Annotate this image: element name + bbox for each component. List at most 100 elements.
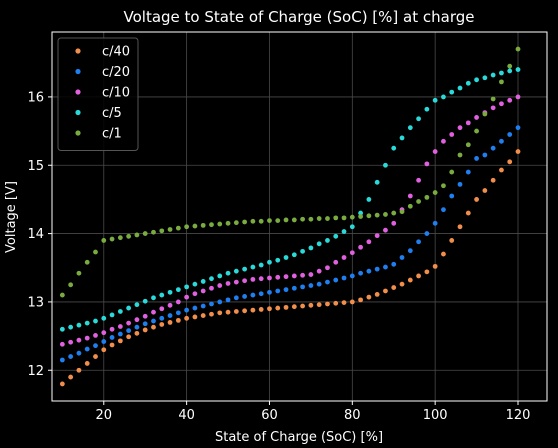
- data-point: [59, 292, 65, 298]
- data-point: [490, 96, 496, 102]
- data-point: [325, 265, 330, 271]
- data-point: [258, 291, 264, 297]
- data-point: [432, 220, 438, 226]
- y-tick-label: 14: [27, 227, 44, 242]
- data-point: [407, 248, 413, 254]
- data-point: [93, 318, 98, 324]
- data-point: [424, 161, 430, 167]
- data-point: [200, 288, 206, 294]
- data-point: [333, 259, 339, 265]
- data-point: [383, 162, 388, 168]
- legend-box: [57, 37, 139, 151]
- data-point: [474, 128, 479, 134]
- data-point: [84, 259, 90, 265]
- data-point: [76, 322, 82, 328]
- data-point: [151, 229, 156, 235]
- data-point: [76, 350, 82, 356]
- data-point: [76, 367, 82, 373]
- data-point: [267, 289, 272, 295]
- data-point: [300, 216, 306, 222]
- y-tick-label: 15: [27, 159, 44, 174]
- data-point: [275, 305, 281, 311]
- data-point: [242, 266, 248, 272]
- data-point: [283, 287, 289, 293]
- data-point: [84, 335, 90, 341]
- data-point: [250, 307, 256, 313]
- data-point: [134, 324, 140, 330]
- data-point: [142, 327, 148, 333]
- data-point: [407, 193, 413, 199]
- data-point: [117, 338, 123, 344]
- data-point: [159, 315, 165, 321]
- legend: c/40 c/20 c/10 c/5 c/1: [57, 37, 139, 151]
- plot-frame: [51, 31, 548, 402]
- data-point: [432, 149, 438, 154]
- data-point: [325, 301, 330, 307]
- data-point: [366, 268, 372, 274]
- data-point: [316, 302, 322, 308]
- x-tick-label: 100: [423, 408, 448, 423]
- data-point: [441, 183, 446, 189]
- data-point: [515, 94, 521, 100]
- data-point: [399, 209, 405, 215]
- data-point: [275, 274, 281, 280]
- data-point: [184, 307, 190, 313]
- data-point: [209, 311, 214, 317]
- data-point: [474, 156, 479, 161]
- data-point: [341, 300, 347, 305]
- data-point: [432, 97, 438, 103]
- data-point: [126, 320, 132, 326]
- data-point: [159, 228, 165, 234]
- data-point: [275, 218, 281, 224]
- data-point: [68, 324, 74, 330]
- data-point: [250, 276, 256, 282]
- data-point: [126, 305, 132, 311]
- data-point: [374, 292, 380, 297]
- data-point: [416, 116, 421, 122]
- chart-title: Voltage to State of Charge (SoC) [%] at …: [124, 8, 475, 26]
- data-point: [325, 216, 330, 221]
- data-point: [159, 306, 165, 312]
- data-point: [225, 281, 231, 286]
- data-point: [283, 255, 289, 260]
- data-point: [399, 135, 405, 141]
- data-point: [507, 68, 513, 74]
- data-point: [167, 302, 173, 308]
- data-point: [59, 381, 65, 387]
- data-point: [424, 106, 430, 112]
- data-point: [109, 342, 115, 348]
- data-point: [316, 281, 322, 287]
- data-point: [142, 298, 148, 304]
- data-point: [341, 275, 347, 281]
- data-point: [242, 308, 248, 314]
- data-point: [424, 231, 430, 236]
- data-point: [93, 249, 98, 255]
- data-point: [374, 212, 380, 218]
- data-point: [283, 304, 289, 310]
- data-point: [349, 250, 355, 256]
- data-point: [465, 210, 471, 216]
- data-point: [275, 288, 281, 294]
- data-point: [142, 321, 148, 327]
- data-point: [225, 270, 231, 276]
- data-point: [258, 218, 264, 224]
- data-point: [391, 220, 397, 226]
- legend-marker: [75, 89, 81, 95]
- data-point: [515, 149, 521, 154]
- data-point: [167, 227, 173, 232]
- data-point: [358, 270, 363, 276]
- data-point: [151, 309, 156, 315]
- data-point: [515, 125, 521, 131]
- data-point: [151, 318, 156, 324]
- legend-label: c/1: [102, 127, 122, 142]
- data-point: [374, 266, 380, 272]
- data-point: [366, 213, 372, 219]
- data-point: [325, 279, 330, 285]
- data-point: [416, 199, 421, 204]
- data-point: [200, 303, 206, 309]
- data-point: [101, 315, 107, 321]
- legend-marker: [75, 130, 81, 136]
- legend-label: c/20: [102, 65, 130, 80]
- data-point: [465, 169, 471, 175]
- data-point: [316, 216, 322, 221]
